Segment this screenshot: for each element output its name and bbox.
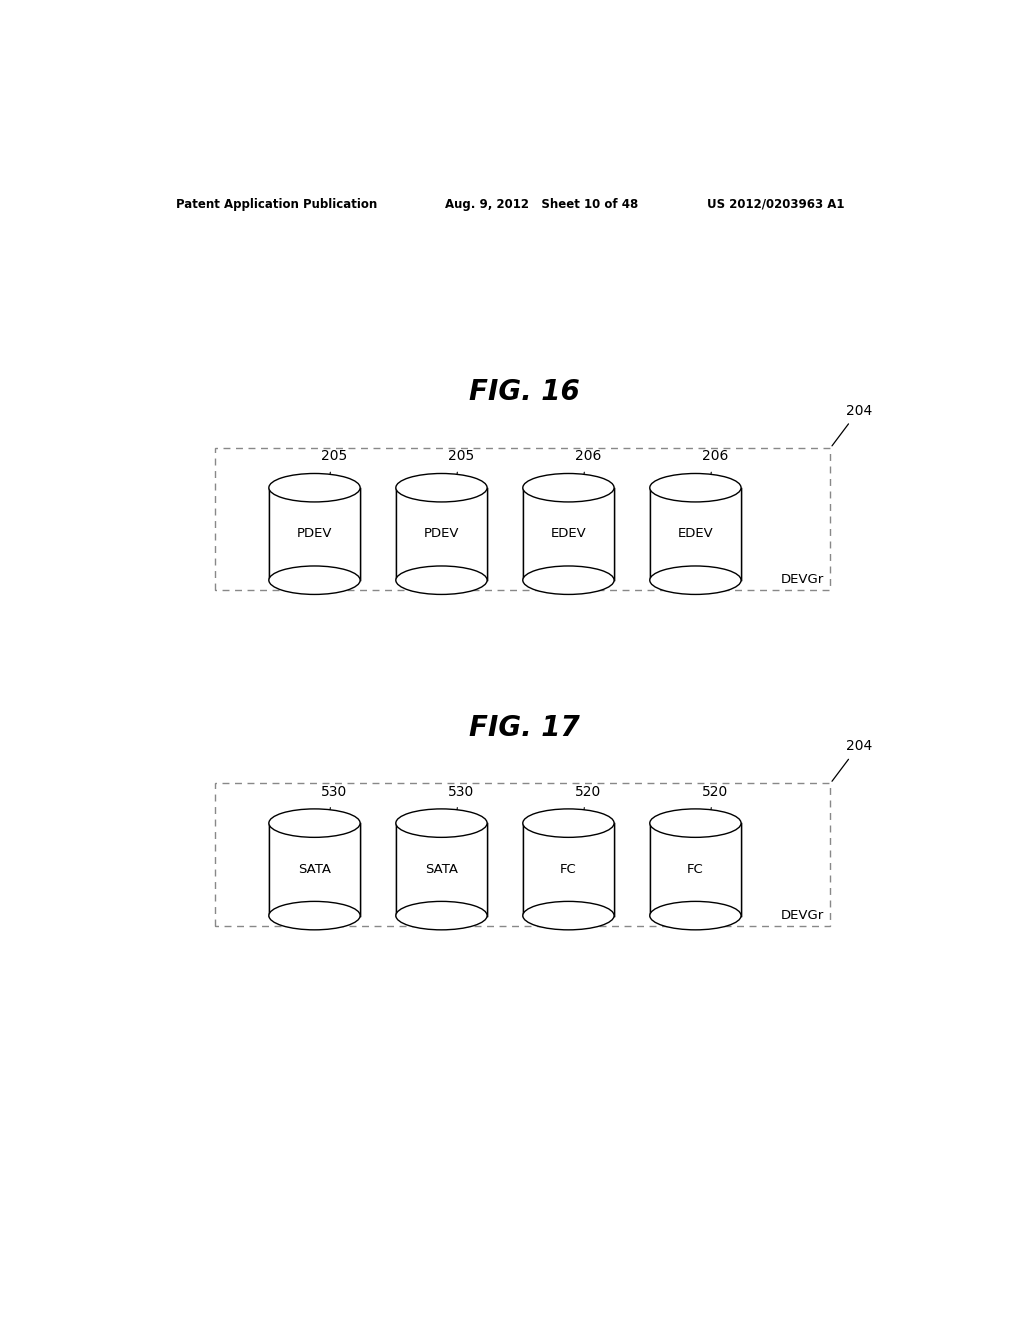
Text: 206: 206 <box>575 449 601 463</box>
Text: DEVGr: DEVGr <box>780 573 824 586</box>
Ellipse shape <box>269 902 360 929</box>
Ellipse shape <box>523 474 614 502</box>
Ellipse shape <box>650 474 741 502</box>
Text: DEVGr: DEVGr <box>780 908 824 921</box>
Polygon shape <box>269 487 360 581</box>
Text: 204: 204 <box>846 739 872 752</box>
Text: FC: FC <box>687 863 703 876</box>
Ellipse shape <box>650 902 741 929</box>
Text: 205: 205 <box>449 449 474 463</box>
Text: PDEV: PDEV <box>297 528 332 540</box>
Ellipse shape <box>650 809 741 837</box>
Ellipse shape <box>269 809 360 837</box>
Polygon shape <box>523 824 614 916</box>
Polygon shape <box>396 824 487 916</box>
Text: 520: 520 <box>575 784 601 799</box>
Text: 205: 205 <box>322 449 347 463</box>
Ellipse shape <box>396 566 487 594</box>
Text: SATA: SATA <box>425 863 458 876</box>
Text: EDEV: EDEV <box>678 528 714 540</box>
Text: Patent Application Publication: Patent Application Publication <box>176 198 377 211</box>
Text: 530: 530 <box>322 784 347 799</box>
Polygon shape <box>650 487 741 581</box>
Polygon shape <box>269 824 360 916</box>
Ellipse shape <box>396 474 487 502</box>
Ellipse shape <box>650 566 741 594</box>
Text: EDEV: EDEV <box>551 528 587 540</box>
Text: 520: 520 <box>702 784 728 799</box>
Text: PDEV: PDEV <box>424 528 459 540</box>
Text: FIG. 16: FIG. 16 <box>469 378 581 407</box>
Ellipse shape <box>396 809 487 837</box>
Ellipse shape <box>523 809 614 837</box>
Polygon shape <box>650 824 741 916</box>
Polygon shape <box>396 487 487 581</box>
Polygon shape <box>523 487 614 581</box>
Text: 204: 204 <box>846 404 872 417</box>
Text: US 2012/0203963 A1: US 2012/0203963 A1 <box>708 198 845 211</box>
Text: SATA: SATA <box>298 863 331 876</box>
Ellipse shape <box>396 902 487 929</box>
Ellipse shape <box>523 902 614 929</box>
Text: Aug. 9, 2012   Sheet 10 of 48: Aug. 9, 2012 Sheet 10 of 48 <box>445 198 639 211</box>
Ellipse shape <box>523 566 614 594</box>
Ellipse shape <box>269 474 360 502</box>
Text: 530: 530 <box>449 784 474 799</box>
Text: FIG. 17: FIG. 17 <box>469 714 581 742</box>
Text: 206: 206 <box>702 449 728 463</box>
Ellipse shape <box>269 566 360 594</box>
Text: FC: FC <box>560 863 577 876</box>
